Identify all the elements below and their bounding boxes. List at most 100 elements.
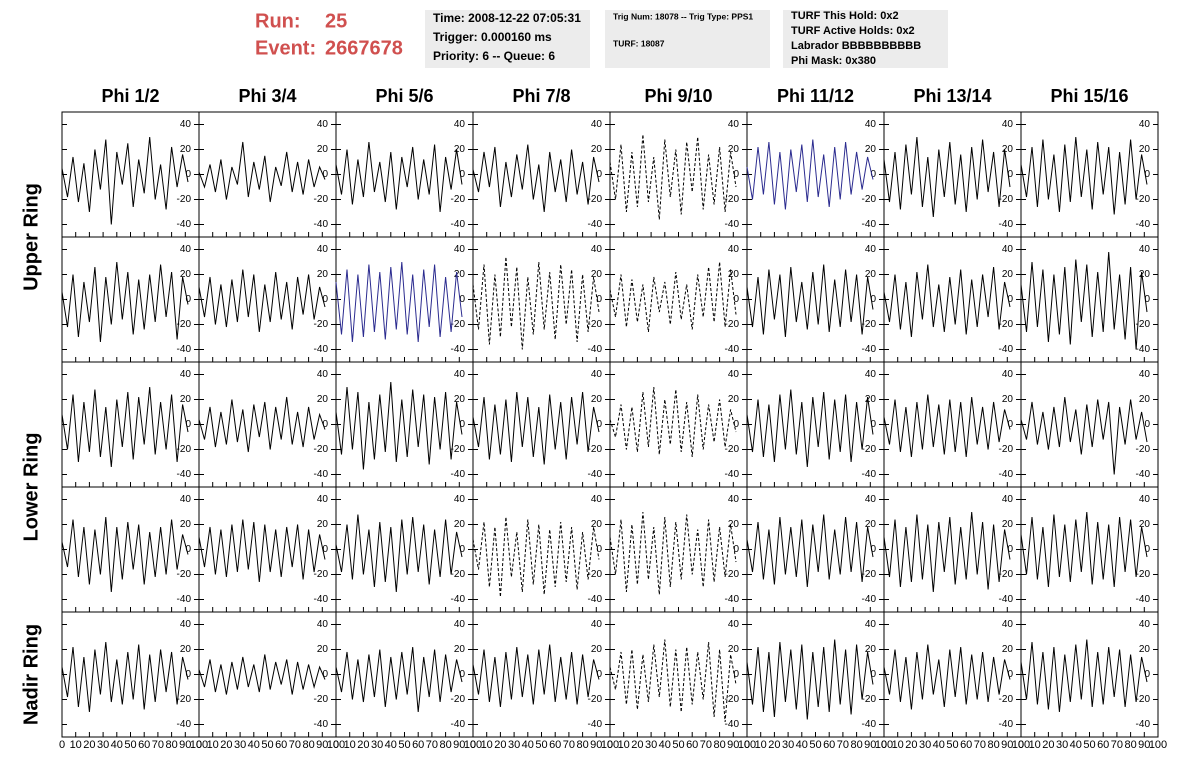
- y-tick-label: -40: [314, 344, 329, 355]
- x-tick-label: 60: [960, 739, 972, 751]
- y-tick-label: 0: [1007, 419, 1013, 430]
- x-tick-label: 40: [796, 739, 808, 751]
- y-tick-label: -20: [177, 569, 192, 580]
- x-tick-label: 100: [190, 739, 208, 751]
- x-tick-label: 40: [111, 739, 123, 751]
- y-tick-label: 20: [865, 269, 877, 280]
- y-tick-label: -40: [1136, 344, 1151, 355]
- x-tick-label: 100: [464, 739, 482, 751]
- waveform: [609, 134, 737, 220]
- x-tick-label: 10: [481, 739, 493, 751]
- y-tick-label: 40: [591, 494, 603, 505]
- y-tick-label: 0: [322, 544, 328, 555]
- x-tick-label: 20: [768, 739, 780, 751]
- y-tick-label: 40: [1139, 369, 1151, 380]
- y-tick-label: -20: [862, 569, 877, 580]
- y-tick-label: -40: [862, 469, 877, 480]
- y-tick-label: -40: [725, 219, 740, 230]
- y-tick-label: 0: [322, 169, 328, 180]
- y-tick-label: 0: [870, 169, 876, 180]
- y-tick-label: -20: [999, 319, 1014, 330]
- y-tick-label: 20: [1139, 269, 1151, 280]
- info-line: Trig Num: 18078 -- Trig Type: PPS1: [613, 11, 753, 21]
- x-tick-label: 50: [809, 739, 821, 751]
- y-tick-label: 20: [728, 269, 740, 280]
- waveform: [883, 394, 1011, 458]
- y-tick-label: 20: [317, 144, 329, 155]
- x-tick-label: 90: [453, 739, 465, 751]
- waveform: [472, 391, 600, 465]
- info-line: Trigger: 0.000160 ms: [433, 30, 552, 44]
- y-tick-label: 20: [180, 144, 192, 155]
- y-tick-label: -40: [451, 344, 466, 355]
- y-tick-label: -20: [588, 319, 603, 330]
- x-tick-label: 70: [152, 739, 164, 751]
- x-tick-label: 100: [738, 739, 756, 751]
- y-tick-label: 0: [596, 294, 602, 305]
- x-tick-label: 80: [1124, 739, 1136, 751]
- waveform: [61, 261, 189, 343]
- y-tick-label: -40: [314, 719, 329, 730]
- y-tick-label: -20: [588, 569, 603, 580]
- waveform: [335, 141, 463, 213]
- y-tick-label: 40: [865, 369, 877, 380]
- x-tick-label: 90: [316, 739, 328, 751]
- y-tick-label: 0: [459, 669, 465, 680]
- y-tick-label: 0: [733, 419, 739, 430]
- y-tick-label: 0: [870, 419, 876, 430]
- y-tick-label: -20: [314, 569, 329, 580]
- x-tick-label: 30: [508, 739, 520, 751]
- y-tick-label: 20: [1139, 144, 1151, 155]
- x-tick-label: 40: [1070, 739, 1082, 751]
- event-number: 2667678: [325, 37, 403, 59]
- y-tick-label: -20: [1136, 319, 1151, 330]
- waveform: [883, 511, 1011, 593]
- x-tick-label: 70: [563, 739, 575, 751]
- waveform: [1020, 511, 1148, 588]
- x-tick-label: 0: [59, 739, 65, 751]
- x-tick-label: 100: [875, 739, 893, 751]
- y-tick-label: 0: [1007, 669, 1013, 680]
- y-tick-label: -40: [451, 469, 466, 480]
- column-title: Phi 15/16: [1050, 86, 1128, 106]
- ring-label: Upper Ring: [20, 183, 42, 291]
- y-tick-label: 0: [733, 669, 739, 680]
- y-tick-label: 20: [1139, 394, 1151, 405]
- y-tick-label: 20: [180, 644, 192, 655]
- x-tick-label: 30: [919, 739, 931, 751]
- x-tick-label: 80: [302, 739, 314, 751]
- y-tick-label: 0: [1144, 419, 1150, 430]
- x-tick-label: 60: [1097, 739, 1109, 751]
- y-tick-label: 20: [591, 644, 603, 655]
- y-tick-label: -40: [177, 719, 192, 730]
- y-tick-label: 20: [317, 644, 329, 655]
- y-tick-label: 20: [1002, 144, 1014, 155]
- y-tick-label: 40: [728, 494, 740, 505]
- y-tick-label: 0: [459, 294, 465, 305]
- y-tick-label: 0: [185, 294, 191, 305]
- column-title: Phi 9/10: [644, 86, 712, 106]
- y-tick-label: 40: [454, 494, 466, 505]
- y-tick-label: -20: [314, 194, 329, 205]
- y-tick-label: 40: [865, 119, 877, 130]
- column-title: Phi 13/14: [913, 86, 991, 106]
- x-tick-label: 10: [70, 739, 82, 751]
- y-tick-label: 0: [322, 419, 328, 430]
- y-tick-label: 20: [728, 394, 740, 405]
- x-tick-label: 20: [220, 739, 232, 751]
- y-tick-label: 0: [1007, 544, 1013, 555]
- y-tick-label: 0: [870, 544, 876, 555]
- ring-label: Lower Ring: [20, 433, 42, 542]
- y-tick-label: -40: [999, 469, 1014, 480]
- waveform: [335, 381, 463, 470]
- x-tick-label: 50: [261, 739, 273, 751]
- y-tick-label: -20: [588, 694, 603, 705]
- y-tick-label: 20: [865, 644, 877, 655]
- y-tick-label: -20: [177, 319, 192, 330]
- x-tick-label: 50: [672, 739, 684, 751]
- y-tick-label: -40: [314, 219, 329, 230]
- x-tick-label: 10: [207, 739, 219, 751]
- y-tick-label: 20: [1002, 269, 1014, 280]
- y-tick-label: -40: [588, 719, 603, 730]
- y-tick-label: 20: [865, 144, 877, 155]
